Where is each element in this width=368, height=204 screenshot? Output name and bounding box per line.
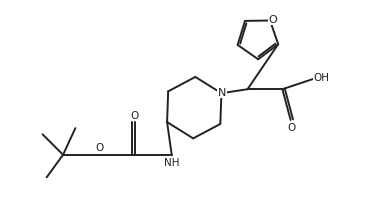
Text: O: O bbox=[269, 15, 277, 25]
Text: O: O bbox=[131, 110, 139, 120]
Text: O: O bbox=[287, 123, 296, 133]
Text: OH: OH bbox=[313, 73, 329, 83]
Text: O: O bbox=[96, 143, 104, 153]
Text: NH: NH bbox=[164, 157, 180, 167]
Text: N: N bbox=[218, 88, 226, 98]
